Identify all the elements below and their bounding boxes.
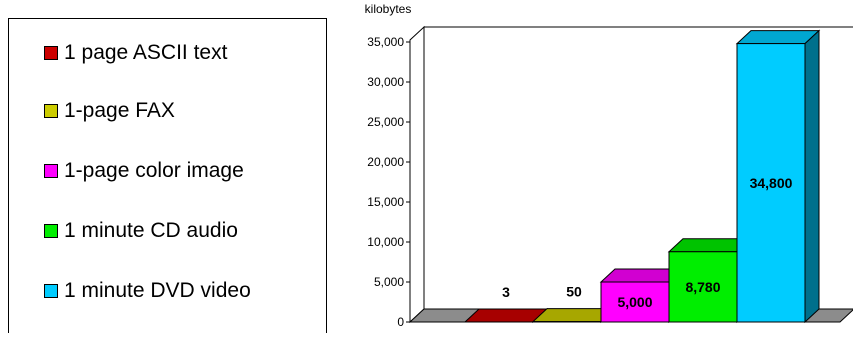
legend-item: 1-page color image	[44, 159, 244, 183]
y-tick-label: 0	[397, 315, 404, 329]
legend-item: 1-page FAX	[44, 99, 175, 123]
legend: 1 page ASCII text 1-page FAX 1-page color …	[8, 18, 327, 333]
legend-swatch	[44, 224, 58, 238]
y-tick-label: 10,000	[367, 235, 404, 249]
legend-swatch	[44, 284, 58, 298]
data-label: 5,000	[617, 294, 652, 310]
y-tick-label: 15,000	[367, 195, 404, 209]
left-wall	[409, 25, 425, 324]
bar	[668, 251, 738, 323]
data-label: 34,800	[750, 175, 793, 191]
legend-label: 1 minute CD audio	[64, 219, 238, 242]
data-label: 50	[566, 284, 582, 300]
legend-swatch	[44, 164, 58, 178]
y-tick-label: 25,000	[367, 115, 404, 129]
y-tick-label: 20,000	[367, 155, 404, 169]
y-tick-label: 35,000	[367, 35, 404, 49]
legend-item: 1 minute DVD video	[44, 279, 251, 303]
legend-label: 1 page ASCII text	[64, 41, 228, 64]
bar	[600, 281, 670, 323]
legend-label: 1-page FAX	[64, 99, 175, 122]
y-axis-unit-label: kilobytes	[365, 2, 412, 16]
legend-item: 1 minute CD audio	[44, 219, 238, 243]
data-label: 8,780	[685, 279, 720, 295]
y-tick-label: 30,000	[367, 75, 404, 89]
data-label: 3	[502, 284, 510, 300]
bar-side	[804, 29, 820, 324]
legend-label: 1 minute DVD video	[64, 279, 251, 302]
legend-item: 1 page ASCII text	[44, 41, 227, 65]
y-tick-label: 5,000	[374, 275, 404, 289]
legend-swatch	[44, 104, 58, 118]
bar	[736, 43, 806, 323]
legend-label: 1-page color image	[64, 159, 244, 182]
legend-swatch	[44, 46, 58, 60]
